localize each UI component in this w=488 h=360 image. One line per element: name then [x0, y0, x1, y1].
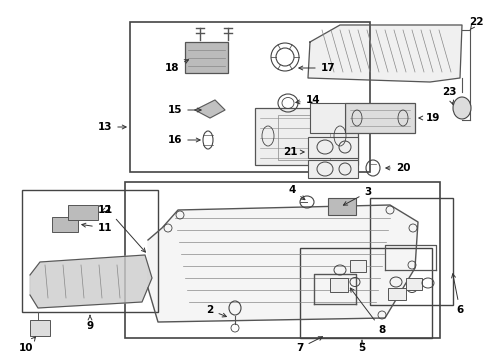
Text: 6: 6	[451, 274, 463, 315]
Text: 7: 7	[296, 337, 322, 353]
Text: 2: 2	[206, 305, 226, 317]
Polygon shape	[195, 100, 224, 118]
Bar	[327, 198, 355, 215]
Bar	[345, 103, 414, 133]
Text: 15: 15	[167, 105, 201, 115]
Text: 10: 10	[19, 337, 36, 353]
Bar	[309, 103, 345, 133]
Text: 22: 22	[468, 17, 482, 30]
Text: 12: 12	[98, 205, 112, 215]
Bar	[278, 115, 329, 160]
Text: 14: 14	[295, 95, 320, 105]
Bar	[184, 42, 227, 73]
Text: 11: 11	[81, 223, 112, 233]
Text: 21: 21	[282, 147, 304, 157]
Bar	[329, 278, 347, 292]
Bar	[369, 198, 452, 305]
Text: 1: 1	[104, 205, 145, 252]
Bar	[130, 22, 369, 172]
Text: 5: 5	[358, 340, 365, 353]
Text: 3: 3	[343, 187, 371, 205]
Bar	[307, 160, 357, 178]
Text: 23: 23	[441, 87, 455, 104]
Bar	[125, 182, 439, 338]
Polygon shape	[30, 255, 152, 308]
Bar	[307, 137, 357, 158]
Text: 17: 17	[298, 63, 335, 73]
Bar	[52, 217, 78, 232]
Bar	[349, 260, 365, 272]
Bar	[405, 278, 421, 290]
Bar	[30, 320, 50, 336]
Text: 13: 13	[98, 122, 126, 132]
Bar	[387, 288, 405, 300]
Bar	[68, 205, 98, 220]
Ellipse shape	[452, 97, 470, 119]
Text: 9: 9	[86, 315, 93, 331]
Bar	[254, 108, 357, 165]
Polygon shape	[307, 25, 461, 82]
Bar	[299, 248, 431, 338]
Polygon shape	[148, 205, 417, 322]
Text: 20: 20	[385, 163, 409, 173]
Text: 4: 4	[288, 185, 305, 200]
Text: 8: 8	[349, 288, 385, 335]
Text: 18: 18	[164, 60, 188, 73]
Bar	[22, 190, 158, 312]
Text: 16: 16	[167, 135, 200, 145]
Text: 19: 19	[418, 113, 439, 123]
